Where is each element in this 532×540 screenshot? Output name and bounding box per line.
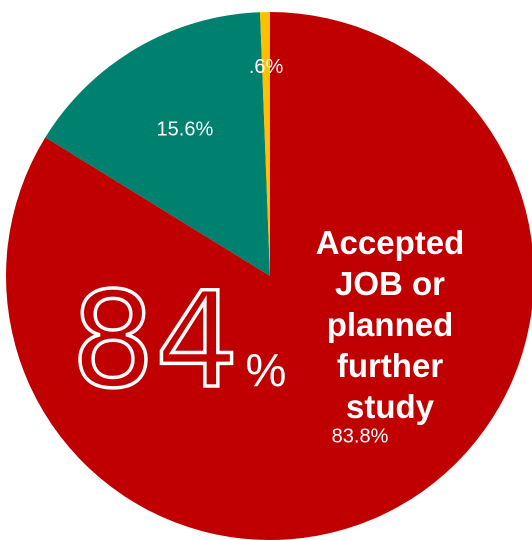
callout-caption-line-1: Accepted: [316, 224, 465, 261]
callout-caption-line-4: further: [337, 347, 443, 384]
pie-slice-3: [260, 12, 270, 276]
slice-label-3: .6%: [249, 56, 284, 78]
callout-caption-line-3: planned: [327, 306, 454, 343]
slice-labels: 83.8% 15.6% .6%: [157, 56, 389, 448]
callout-number: 84: [71, 264, 239, 418]
pie-slice-2: [45, 12, 271, 276]
pie-slice-1: [6, 12, 532, 540]
callout-unit: %: [246, 344, 287, 396]
callout-caption-line-2: JOB or: [335, 265, 445, 302]
slice-label-1: 83.8%: [332, 426, 389, 448]
slice-label-2: 15.6%: [157, 118, 214, 140]
callout-caption-line-5: study: [346, 388, 435, 425]
pie-slices: [6, 12, 532, 540]
